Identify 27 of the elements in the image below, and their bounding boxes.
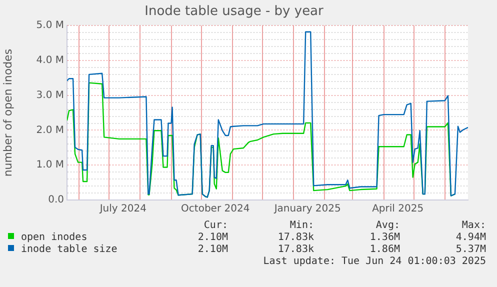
text: Last update: Tue Jun 24 01:00:03 2025	[262, 256, 486, 268]
x-tick-label: January 2025	[273, 204, 341, 215]
text: Cur:	[202, 220, 228, 232]
y-tick-label: 4.0 M	[36, 55, 64, 66]
y-tick-label: 2.0 M	[36, 124, 64, 136]
legend-label: open inodes	[20, 232, 88, 244]
text: Avg:	[374, 220, 400, 232]
x-tick-label: July 2024	[98, 204, 146, 215]
y-tick-label: 3.0 M	[36, 90, 64, 101]
chart-title: Inode table usage - by year	[144, 4, 324, 20]
y-tick-label: 0.0	[48, 194, 64, 206]
text: 1.36M	[368, 232, 400, 244]
x-tick-label: October 2024	[181, 204, 250, 215]
text: Max:	[460, 220, 486, 232]
y-tick-label: 1.0 M	[36, 160, 64, 171]
text: 1.86M	[368, 244, 400, 256]
y-tick-label: 5.0 M	[36, 20, 64, 32]
text: 2.10M	[196, 244, 228, 256]
text: 2.10M	[196, 232, 228, 244]
x-tick-label: April 2025	[372, 204, 424, 215]
text: 17.83k	[276, 232, 314, 244]
legend-label: inode table size	[20, 244, 118, 256]
text: 17.83k	[276, 244, 314, 256]
text: 4.94M	[454, 232, 486, 244]
text: 5.37M	[454, 244, 486, 256]
text: Min:	[288, 220, 314, 232]
y-axis-title: number of open inodes	[1, 48, 14, 177]
